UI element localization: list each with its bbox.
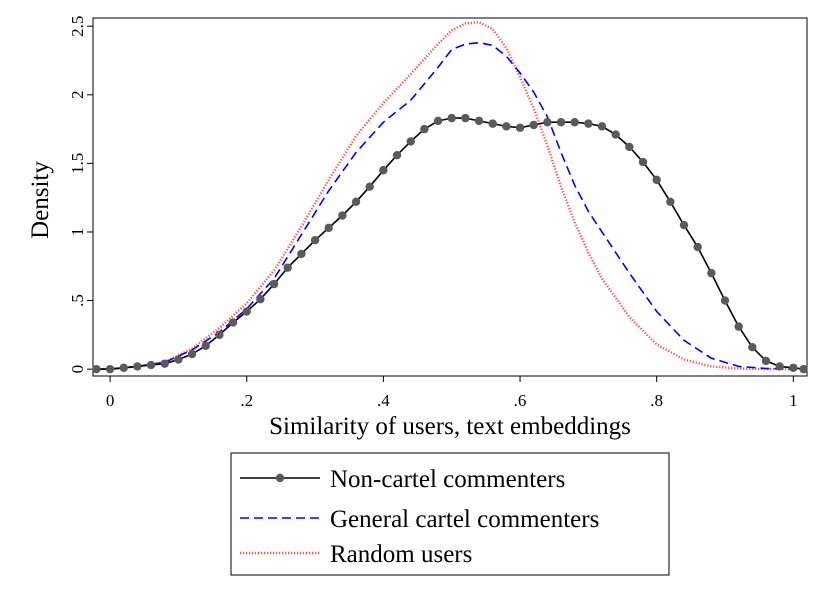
- data-point-non-cartel-commenters: [324, 223, 333, 233]
- data-point-non-cartel-commenters: [433, 116, 443, 126]
- series-line-general-cartel-commenters: [96, 41, 794, 370]
- data-point-non-cartel-commenters: [105, 364, 115, 374]
- x-tick-label: .6: [514, 391, 527, 410]
- x-tick-label: .8: [650, 391, 663, 410]
- data-point-non-cartel-commenters: [133, 362, 142, 371]
- y-tick-label: 1.5: [68, 153, 87, 174]
- data-point-non-cartel-commenters: [269, 279, 279, 289]
- y-tick-label: 0: [68, 365, 87, 374]
- data-point-non-cartel-commenters: [406, 137, 415, 146]
- y-axis: 0 .5 1 1.5 2 2.5: [68, 16, 93, 374]
- data-point-non-cartel-commenters: [734, 322, 743, 331]
- data-point-non-cartel-commenters: [761, 356, 771, 366]
- data-point-non-cartel-commenters: [92, 364, 101, 374]
- data-point-non-cartel-commenters: [543, 118, 552, 127]
- plot-area: [92, 17, 808, 377]
- data-point-non-cartel-commenters: [119, 363, 128, 372]
- data-point-non-cartel-commenters: [201, 341, 210, 351]
- legend-box: [230, 452, 670, 576]
- x-tick-label: .4: [377, 391, 390, 410]
- data-point-non-cartel-commenters: [666, 197, 675, 207]
- legend-label-random-users: Random users: [330, 541, 472, 568]
- data-point-non-cartel-commenters: [338, 211, 347, 220]
- series-layer: [92, 20, 808, 374]
- data-point-non-cartel-commenters: [515, 123, 525, 132]
- data-point-non-cartel-commenters: [174, 355, 183, 364]
- y-axis-label: Density: [27, 161, 54, 239]
- legend-item-general-cartel: General cartel commenters: [240, 506, 599, 533]
- data-point-non-cartel-commenters: [351, 197, 361, 207]
- series-line-random-users: [96, 20, 794, 371]
- data-point-non-cartel-commenters: [584, 119, 593, 128]
- data-point-non-cartel-commenters: [447, 113, 456, 123]
- legend-label-general-cartel: General cartel commenters: [330, 506, 599, 533]
- x-tick-label: .2: [240, 391, 253, 410]
- x-tick-label: 0: [106, 391, 115, 410]
- data-point-non-cartel-commenters: [638, 157, 648, 167]
- data-point-non-cartel-commenters: [187, 349, 197, 359]
- data-point-non-cartel-commenters: [652, 175, 661, 185]
- data-point-non-cartel-commenters: [775, 362, 784, 371]
- data-point-non-cartel-commenters: [611, 130, 620, 139]
- data-point-non-cartel-commenters: [242, 307, 251, 316]
- data-point-non-cartel-commenters: [420, 124, 429, 134]
- legend-marker-non-cartel: [275, 473, 285, 483]
- plot-frame: [92, 17, 808, 377]
- y-tick-label: 1: [68, 228, 87, 237]
- data-point-non-cartel-commenters: [625, 142, 634, 152]
- data-point-non-cartel-commenters: [160, 359, 169, 368]
- y-tick-label: 2: [68, 91, 87, 100]
- data-point-non-cartel-commenters: [474, 116, 484, 126]
- data-point-non-cartel-commenters: [597, 122, 607, 131]
- data-point-non-cartel-commenters: [379, 166, 388, 175]
- data-point-non-cartel-commenters: [256, 294, 265, 304]
- data-point-non-cartel-commenters: [502, 122, 511, 131]
- data-point-non-cartel-commenters: [720, 296, 730, 305]
- data-point-non-cartel-commenters: [556, 118, 566, 127]
- x-axis: 0 .2 .4 .6 .8 1: [106, 376, 798, 410]
- legend-label-non-cartel: Non-cartel commenters: [330, 466, 565, 493]
- y-tick-label: .5: [68, 294, 87, 307]
- legend: Non-cartel commenters General cartel com…: [230, 452, 670, 576]
- data-point-non-cartel-commenters: [297, 249, 306, 259]
- data-point-non-cartel-commenters: [789, 363, 798, 372]
- data-point-non-cartel-commenters: [215, 330, 224, 340]
- data-point-non-cartel-commenters: [693, 242, 702, 252]
- data-point-non-cartel-commenters: [310, 236, 320, 245]
- data-point-non-cartel-commenters: [570, 118, 579, 127]
- data-point-non-cartel-commenters: [392, 150, 402, 160]
- data-point-non-cartel-commenters: [707, 268, 716, 278]
- data-point-non-cartel-commenters: [365, 182, 374, 191]
- x-axis-label: Similarity of users, text embeddings: [269, 413, 631, 440]
- data-point-non-cartel-commenters: [461, 113, 470, 123]
- legend-item-random-users: Random users: [240, 541, 472, 568]
- data-point-non-cartel-commenters: [488, 119, 497, 128]
- data-point-non-cartel-commenters: [283, 263, 292, 272]
- data-point-non-cartel-commenters: [799, 364, 808, 374]
- legend-item-non-cartel: Non-cartel commenters: [240, 466, 565, 493]
- data-point-non-cartel-commenters: [146, 360, 156, 370]
- data-point-non-cartel-commenters: [529, 120, 538, 130]
- y-tick-label: 2.5: [68, 16, 87, 37]
- data-point-non-cartel-commenters: [679, 220, 689, 230]
- data-point-non-cartel-commenters: [228, 318, 238, 327]
- x-tick-label: 1: [789, 391, 798, 410]
- data-point-non-cartel-commenters: [748, 342, 757, 352]
